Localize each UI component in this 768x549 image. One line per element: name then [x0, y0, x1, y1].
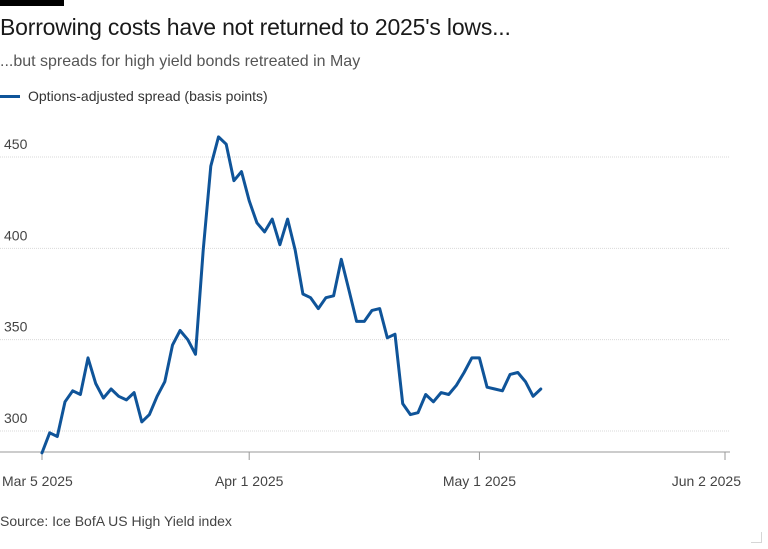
data-point: [402, 402, 404, 404]
data-point: [340, 258, 342, 260]
data-point: [64, 401, 66, 403]
data-point: [425, 393, 427, 395]
data-point: [432, 401, 434, 403]
data-point: [517, 371, 519, 373]
x-tick-label: Jun 2 2025: [672, 473, 741, 489]
brand-bar: [0, 0, 64, 6]
resize-handle-icon: [751, 532, 762, 543]
data-point: [532, 395, 534, 397]
data-point: [148, 413, 150, 415]
data-point: [494, 388, 496, 390]
data-point: [95, 382, 97, 384]
data-point: [217, 136, 219, 138]
data-point: [478, 357, 480, 359]
data-point: [286, 218, 288, 220]
data-point: [371, 309, 373, 311]
data-point: [540, 388, 542, 390]
data-point: [49, 432, 51, 434]
data-point: [348, 289, 350, 291]
data-point: [248, 200, 250, 202]
data-point: [409, 413, 411, 415]
data-point: [233, 180, 235, 182]
data-point: [417, 412, 419, 414]
data-point: [164, 381, 166, 383]
y-tick-label: 300: [4, 410, 28, 426]
x-tick-label: Apr 1 2025: [215, 473, 284, 489]
data-point: [440, 391, 442, 393]
data-point: [256, 222, 258, 224]
data-point: [471, 357, 473, 359]
data-point: [110, 388, 112, 390]
data-point: [156, 395, 158, 397]
series-line: [40, 135, 543, 455]
data-point: [125, 399, 127, 401]
data-point: [501, 390, 503, 392]
x-tick-label: May 1 2025: [443, 473, 516, 489]
data-point: [317, 307, 319, 309]
data-point: [294, 249, 296, 251]
data-point: [486, 386, 488, 388]
data-point: [41, 452, 43, 454]
x-tick-label: Mar 5 2025: [2, 473, 73, 489]
data-point: [240, 170, 242, 172]
data-point: [455, 384, 457, 386]
legend-label: Options-adjusted spread (basis points): [28, 88, 268, 104]
data-point: [509, 373, 511, 375]
legend-swatch: [0, 94, 20, 98]
data-point: [133, 391, 135, 393]
chart-legend: Options-adjusted spread (basis points): [0, 88, 268, 104]
data-point: [332, 295, 334, 297]
data-point: [72, 390, 74, 392]
data-point: [202, 249, 204, 251]
data-point: [141, 421, 143, 423]
data-point: [279, 244, 281, 246]
data-point: [325, 297, 327, 299]
data-point: [171, 344, 173, 346]
data-point: [210, 165, 212, 167]
data-point: [379, 307, 381, 309]
source-note: Source: Ice BofA US High Yield index: [0, 513, 232, 529]
y-tick-label: 400: [4, 227, 28, 243]
data-point: [263, 231, 265, 233]
data-point: [355, 320, 357, 322]
data-point: [271, 218, 273, 220]
data-point: [187, 339, 189, 341]
data-point: [118, 395, 120, 397]
data-point: [448, 393, 450, 395]
data-point: [194, 353, 196, 355]
data-point: [79, 393, 81, 395]
y-tick-label: 450: [4, 136, 28, 152]
data-point: [302, 293, 304, 295]
data-point: [524, 381, 526, 383]
y-tick-label: 350: [4, 319, 28, 335]
data-point: [394, 333, 396, 335]
chart-title: Borrowing costs have not returned to 202…: [0, 14, 511, 40]
data-point: [179, 329, 181, 331]
chart-subtitle: ...but spreads for high yield bonds retr…: [0, 53, 361, 70]
data-point: [463, 371, 465, 373]
data-point: [386, 337, 388, 339]
data-point: [309, 297, 311, 299]
data-point: [56, 435, 58, 437]
data-point: [87, 357, 89, 359]
data-point: [102, 397, 104, 399]
data-point: [225, 143, 227, 145]
data-point: [363, 320, 365, 322]
